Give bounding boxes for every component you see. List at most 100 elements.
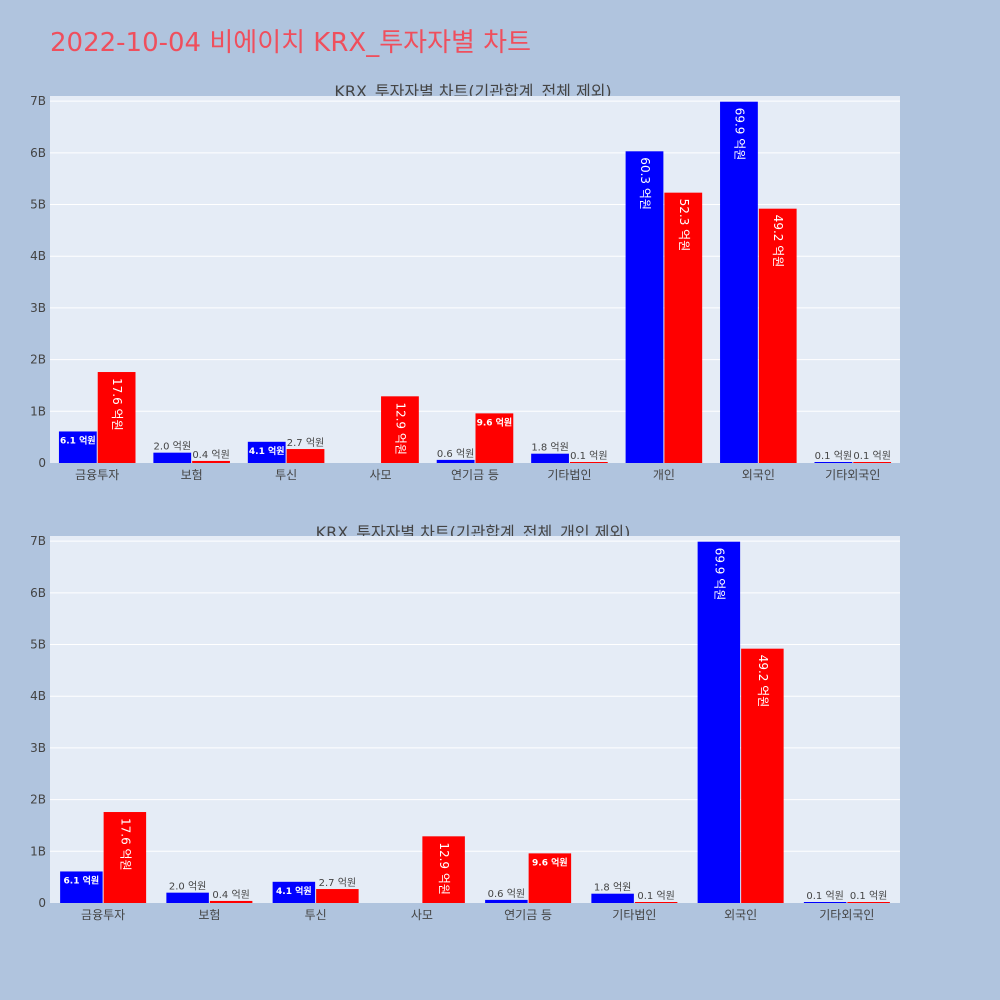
data-label: 52.3 억원 — [677, 199, 691, 252]
x-tick-label: 외국인 — [724, 908, 757, 922]
y-tick-label: 7B — [30, 94, 46, 108]
sell-bar — [634, 902, 678, 903]
data-label: 6.1 억원 — [60, 434, 96, 446]
sell-bar — [381, 396, 419, 463]
x-tick-label: 투신 — [275, 468, 297, 482]
x-tick-label: 투신 — [305, 908, 327, 922]
x-tick-label: 사모 — [411, 908, 433, 922]
data-label: 0.1 억원 — [850, 890, 887, 902]
y-tick-label: 3B — [30, 741, 46, 755]
y-tick-label: 4B — [30, 689, 46, 703]
y-tick-label: 5B — [30, 198, 46, 212]
sell-bar — [853, 462, 892, 463]
buy-bar — [166, 892, 209, 903]
y-tick-label: 4B — [30, 249, 46, 263]
sell-bar — [286, 449, 325, 463]
data-label: 9.6 억원 — [532, 856, 568, 868]
sell-bar — [422, 836, 465, 903]
data-label: 4.1 억원 — [249, 445, 285, 457]
sell-bar — [758, 208, 797, 463]
data-label: 0.1 억원 — [637, 890, 674, 902]
buy-bar — [814, 462, 853, 463]
data-label: 2.0 억원 — [169, 881, 206, 893]
data-label: 49.2 억원 — [771, 215, 785, 268]
sell-bar — [847, 902, 890, 903]
sell-bar — [103, 812, 147, 903]
y-tick-label: 6B — [30, 146, 46, 160]
x-tick-label: 사모 — [370, 468, 392, 482]
sell-bar — [209, 900, 253, 903]
y-tick-label: 5B — [30, 638, 46, 652]
data-label: 17.6 억원 — [110, 378, 124, 431]
data-label: 49.2 억원 — [756, 655, 770, 708]
sell-bar — [192, 460, 230, 463]
data-label: 0.4 억원 — [192, 449, 229, 461]
buy-bar — [58, 431, 97, 463]
data-label: 0.1 억원 — [806, 890, 843, 902]
buy-bar — [247, 441, 286, 463]
sell-bar — [97, 372, 136, 463]
sell-bar — [741, 648, 784, 903]
sell-bar — [475, 413, 514, 463]
sell-bar — [528, 853, 572, 903]
x-tick-label: 기타법인 — [547, 468, 591, 482]
buy-bar — [591, 893, 634, 903]
buy-bar — [697, 541, 741, 903]
buy-bar — [720, 101, 758, 463]
x-tick-label: 금융투자 — [81, 908, 125, 922]
x-tick-label: 기타법인 — [612, 908, 656, 922]
data-label: 1.8 억원 — [594, 882, 631, 894]
x-tick-label: 기타외국인 — [819, 908, 874, 922]
y-tick-label: 0 — [38, 456, 46, 470]
y-tick-label: 2B — [30, 353, 46, 367]
data-label: 4.1 억원 — [276, 885, 312, 897]
sell-bar — [569, 462, 608, 463]
sell-bar — [316, 889, 359, 903]
page-title: 2022-10-04 비에이치 KRX_투자자별 차트 — [50, 28, 532, 58]
y-tick-label: 2B — [30, 793, 46, 807]
buy-bar — [803, 902, 847, 903]
x-tick-label: 보험 — [181, 468, 203, 482]
data-label: 0.6 억원 — [437, 448, 474, 460]
x-tick-label: 금융투자 — [75, 468, 119, 482]
y-tick-label: 6B — [30, 586, 46, 600]
y-tick-label: 1B — [30, 404, 46, 418]
data-label: 0.4 억원 — [212, 889, 249, 901]
data-label: 2.7 억원 — [319, 877, 356, 889]
buy-bar — [531, 453, 569, 463]
buy-bar — [272, 881, 316, 903]
data-label: 1.8 억원 — [531, 442, 568, 454]
x-tick-label: 기타외국인 — [825, 468, 880, 482]
sell-bar — [664, 192, 703, 463]
data-label: 60.3 억원 — [638, 157, 652, 210]
data-label: 0.1 억원 — [853, 450, 890, 462]
buy-bar — [153, 452, 192, 463]
y-tick-label: 0 — [38, 896, 46, 910]
data-label: 12.9 억원 — [393, 402, 407, 455]
x-tick-label: 외국인 — [742, 468, 775, 482]
x-tick-label: 개인 — [653, 468, 675, 482]
x-tick-label: 연기금 등 — [504, 908, 552, 922]
x-tick-label: 연기금 등 — [451, 468, 499, 482]
buy-bar — [60, 871, 103, 903]
data-label: 9.6 억원 — [477, 416, 513, 428]
data-label: 17.6 억원 — [118, 818, 132, 871]
data-label: 2.7 억원 — [287, 437, 324, 449]
y-tick-label: 1B — [30, 844, 46, 858]
buy-bar — [485, 899, 528, 903]
data-label: 2.0 억원 — [154, 441, 191, 453]
y-tick-label: 7B — [30, 534, 46, 548]
data-label: 0.1 억원 — [570, 450, 607, 462]
data-label: 0.6 억원 — [488, 888, 525, 900]
plot-area — [50, 96, 900, 463]
data-label: 6.1 억원 — [64, 874, 100, 886]
y-tick-label: 3B — [30, 301, 46, 315]
data-label: 0.1 억원 — [815, 450, 852, 462]
data-label: 12.9 억원 — [437, 842, 451, 895]
data-label: 69.9 억원 — [712, 548, 726, 601]
data-label: 69.9 억원 — [732, 108, 746, 161]
buy-bar — [436, 459, 475, 463]
x-tick-label: 보험 — [198, 908, 220, 922]
